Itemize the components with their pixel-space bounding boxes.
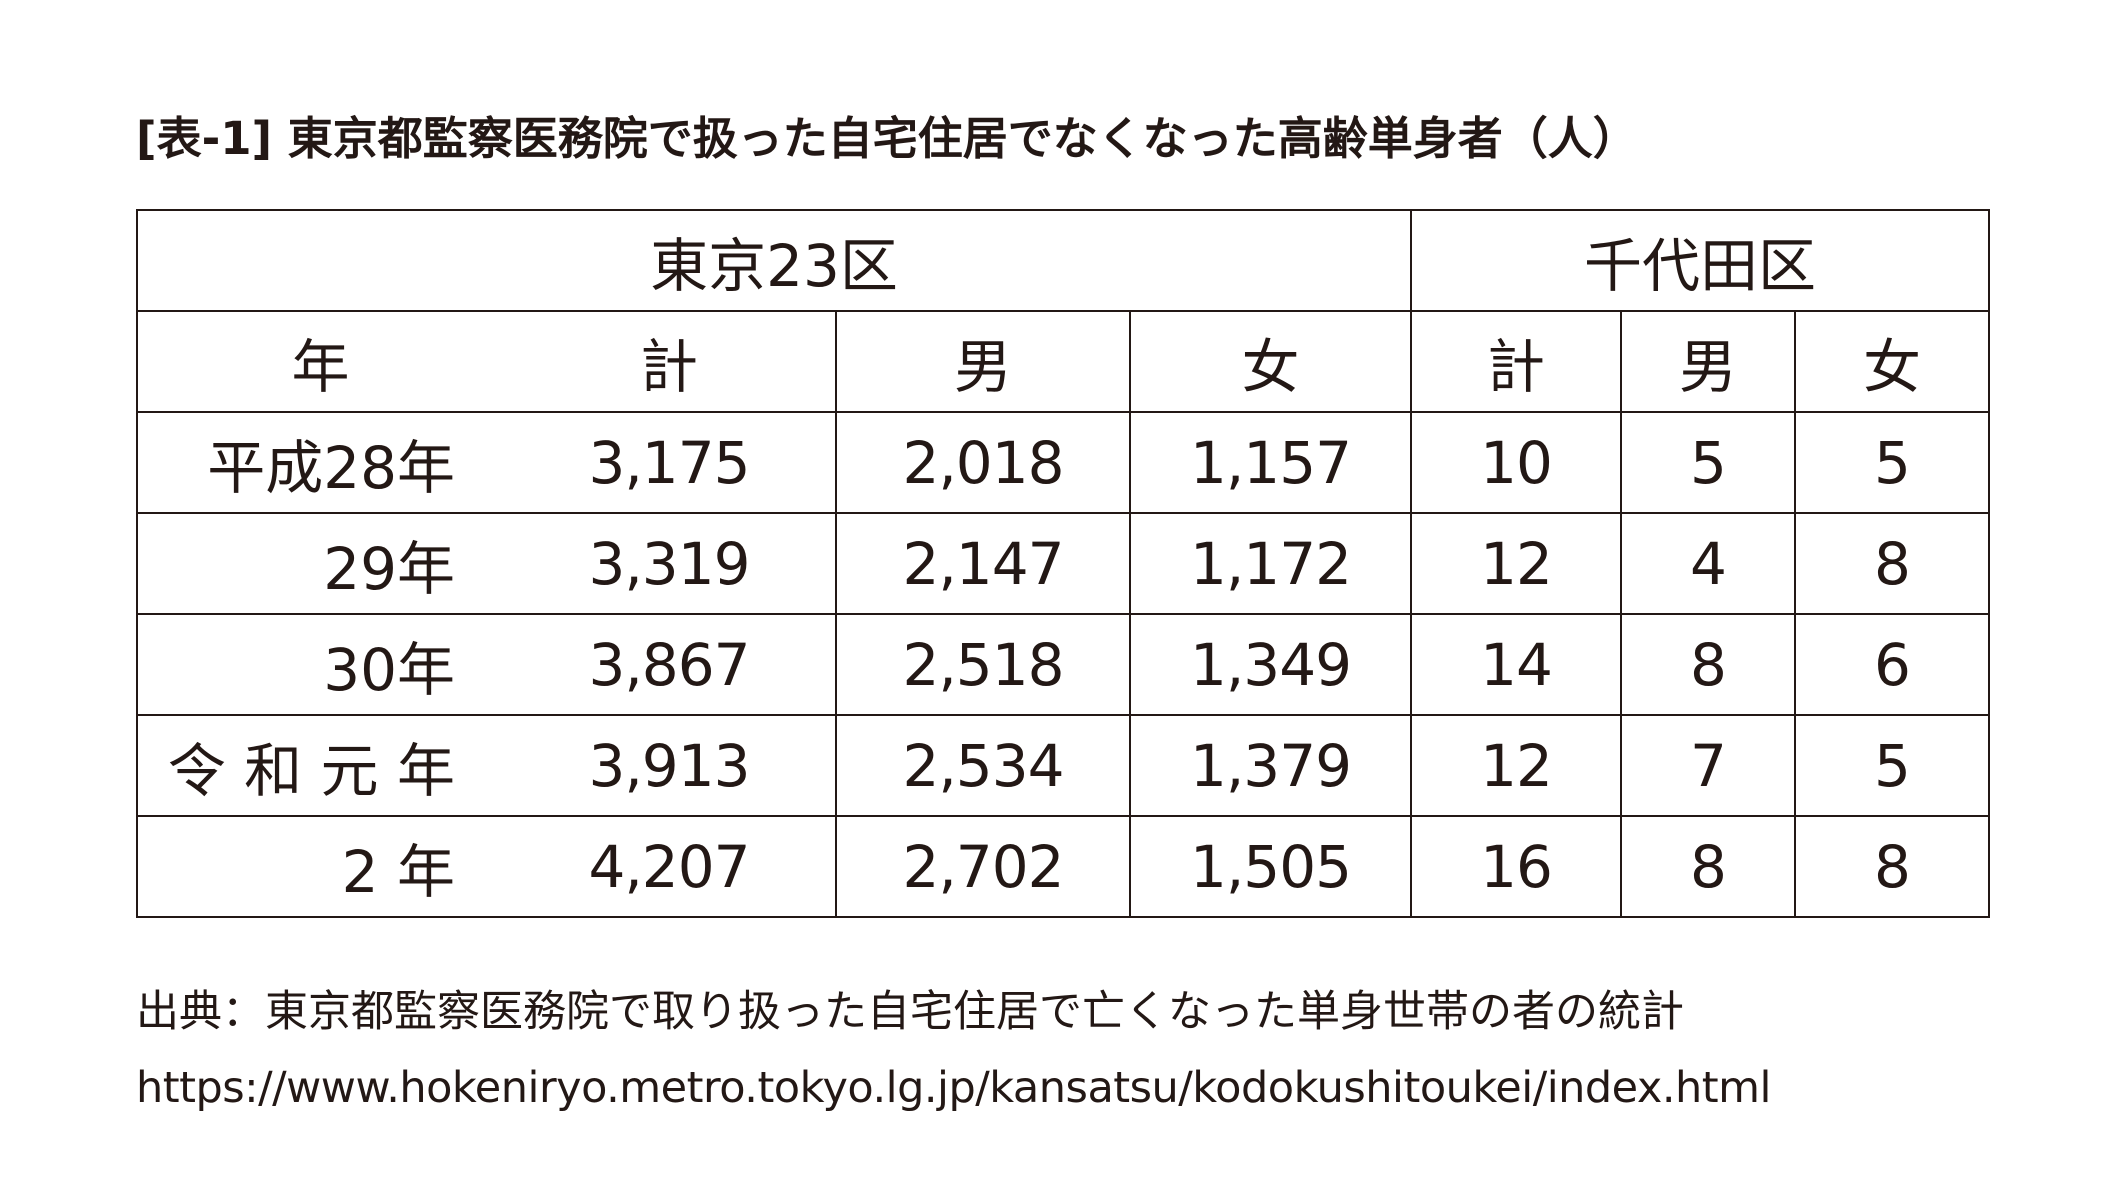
table-title: [表-1] 東京都監察医務院で扱った自宅住居でなくなった高齢単身者（人） [136, 112, 1638, 165]
year-cell: 平成28年 [136, 411, 503, 514]
source-url: https://www.hokeniryo.metro.tokyo.lg.jp/… [136, 1063, 1771, 1113]
year-cell: 29年 [136, 512, 503, 615]
male-tokyo23-cell: 2,018 [835, 411, 1131, 514]
male-tokyo23-cell: 2,534 [835, 714, 1131, 817]
sub-header-row: 年 計 男 女 計 男 女 [136, 310, 1991, 413]
total-tokyo23-cell: 4,207 [503, 815, 837, 918]
male-chiyoda-cell: 8 [1620, 815, 1796, 918]
female-chiyoda-cell: 5 [1793, 714, 1991, 817]
male-chiyoda-cell: 5 [1620, 411, 1796, 514]
female-chiyoda-cell: 6 [1793, 613, 1991, 716]
table-row: 30年 3,867 2,518 1,349 14 8 6 [136, 613, 1991, 716]
header-total-tokyo23: 計 [503, 310, 837, 413]
female-chiyoda-cell: 8 [1793, 512, 1991, 615]
header-total-chiyoda: 計 [1410, 310, 1622, 413]
group-header-tokyo23: 東京23区 [136, 209, 1412, 312]
male-tokyo23-cell: 2,702 [835, 815, 1131, 918]
total-chiyoda-cell: 16 [1410, 815, 1622, 918]
header-female-chiyoda: 女 [1793, 310, 1991, 413]
male-tokyo23-cell: 2,147 [835, 512, 1131, 615]
group-header-chiyoda: 千代田区 [1409, 209, 1991, 312]
female-tokyo23-cell: 1,349 [1129, 613, 1412, 716]
data-table: 東京23区 千代田区 年 計 男 女 計 男 女 平成28年 3,175 2,0… [136, 209, 1991, 918]
header-male-tokyo23: 男 [835, 310, 1131, 413]
header-male-chiyoda: 男 [1620, 310, 1796, 413]
female-tokyo23-cell: 1,157 [1129, 411, 1412, 514]
year-cell: 2 年 [136, 815, 503, 918]
header-year: 年 [136, 310, 503, 413]
total-chiyoda-cell: 10 [1410, 411, 1622, 514]
total-chiyoda-cell: 14 [1410, 613, 1622, 716]
male-chiyoda-cell: 8 [1620, 613, 1796, 716]
total-tokyo23-cell: 3,913 [503, 714, 837, 817]
female-tokyo23-cell: 1,172 [1129, 512, 1412, 615]
female-tokyo23-cell: 1,379 [1129, 714, 1412, 817]
table-row: 2 年 4,207 2,702 1,505 16 8 8 [136, 815, 1991, 918]
total-tokyo23-cell: 3,319 [503, 512, 837, 615]
table-row: 29年 3,319 2,147 1,172 12 4 8 [136, 512, 1991, 615]
total-tokyo23-cell: 3,175 [503, 411, 837, 514]
total-chiyoda-cell: 12 [1410, 714, 1622, 817]
female-tokyo23-cell: 1,505 [1129, 815, 1412, 918]
male-chiyoda-cell: 4 [1620, 512, 1796, 615]
header-female-tokyo23: 女 [1129, 310, 1412, 413]
source-caption: 出典：東京都監察医務院で取り扱った自宅住居で亡くなった単身世帯の者の統計 [136, 987, 1684, 1037]
year-cell: 令 和 元 年 [136, 714, 503, 817]
group-header-row: 東京23区 千代田区 [136, 209, 1991, 312]
table-row: 令 和 元 年 3,913 2,534 1,379 12 7 5 [136, 714, 1991, 817]
statistics-table: 東京23区 千代田区 年 計 男 女 計 男 女 平成28年 3,175 2,0… [136, 209, 1991, 918]
female-chiyoda-cell: 8 [1793, 815, 1991, 918]
total-chiyoda-cell: 12 [1410, 512, 1622, 615]
year-cell: 30年 [136, 613, 503, 716]
male-tokyo23-cell: 2,518 [835, 613, 1131, 716]
table-row: 平成28年 3,175 2,018 1,157 10 5 5 [136, 411, 1991, 514]
total-tokyo23-cell: 3,867 [503, 613, 837, 716]
male-chiyoda-cell: 7 [1620, 714, 1796, 817]
female-chiyoda-cell: 5 [1793, 411, 1991, 514]
